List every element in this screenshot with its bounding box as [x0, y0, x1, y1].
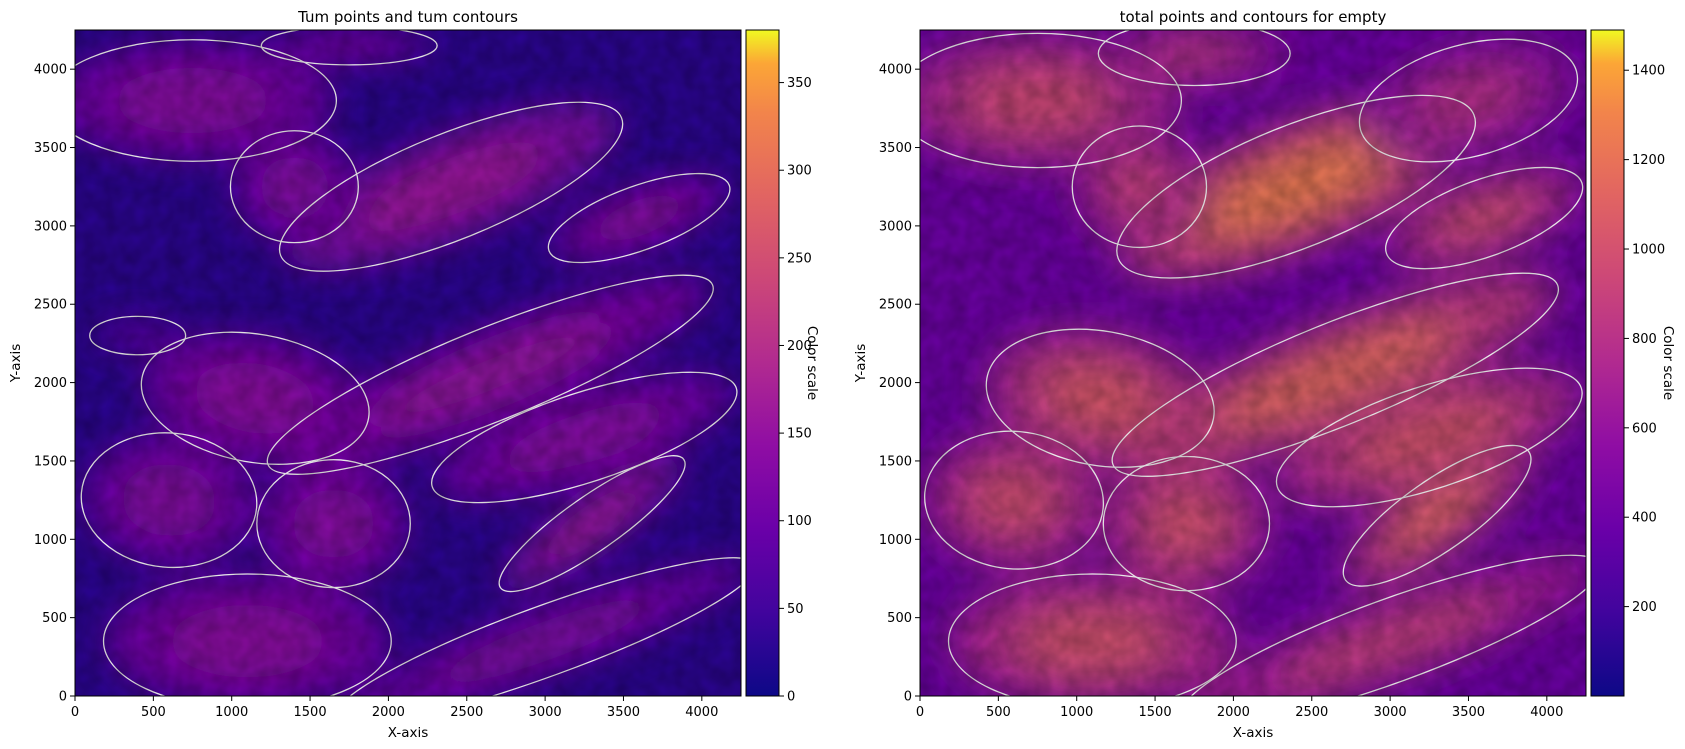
y-tick-label: 1500	[34, 454, 67, 469]
colorbar-tick-label: 250	[787, 251, 812, 266]
colorbar-tick-label: 1200	[1632, 153, 1665, 168]
x-tick-label: 3500	[1452, 705, 1485, 720]
y-tick-label: 0	[59, 690, 67, 705]
left-plot-frame	[74, 29, 742, 697]
right-plot-frame	[919, 29, 1587, 697]
x-tick-label: 1000	[1060, 705, 1093, 720]
right-y-ticks: 0 500 1000 1500 2000 2500 3000 3500 4000	[879, 63, 920, 705]
x-tick-label: 2000	[1217, 705, 1250, 720]
x-tick-label: 0	[71, 705, 79, 720]
x-tick-label: 500	[986, 705, 1011, 720]
left-y-ticks: 0 500 1000 1500 2000 2500 3000 3500 4000	[34, 63, 75, 705]
y-tick-label: 1500	[879, 454, 912, 469]
y-tick-label: 500	[887, 611, 912, 626]
colorbar-tick-label: 0	[787, 690, 795, 705]
y-tick-label: 4000	[34, 63, 67, 78]
y-tick-label: 500	[42, 611, 67, 626]
y-tick-label: 2500	[879, 298, 912, 313]
x-tick-label: 2500	[450, 705, 483, 720]
y-tick-label: 2000	[34, 376, 67, 391]
left-colorbar	[745, 29, 780, 697]
y-tick-label: 4000	[879, 63, 912, 78]
x-tick-label: 3000	[1374, 705, 1407, 720]
y-tick-label: 2500	[34, 298, 67, 313]
y-tick-label: 3500	[34, 141, 67, 156]
y-tick-label: 3000	[879, 219, 912, 234]
left-colorbar-ticks: 0 50 100 150 200 250 300 350	[779, 76, 812, 705]
left-y-axis-label: Y-axis	[8, 344, 24, 384]
left-colorbar-label: Color scale	[804, 326, 820, 400]
right-x-axis-label: X-axis	[1233, 725, 1274, 741]
y-tick-label: 2000	[879, 376, 912, 391]
y-tick-label: 1000	[879, 533, 912, 548]
right-x-ticks: 0 500 1000 1500 2000 2500 3000 3500 4000	[916, 696, 1563, 720]
x-tick-label: 1000	[215, 705, 248, 720]
x-tick-label: 3500	[607, 705, 640, 720]
right-colorbar	[1590, 29, 1625, 697]
x-tick-label: 500	[141, 705, 166, 720]
left-x-axis-label: X-axis	[388, 725, 429, 741]
right-colorbar-label: Color scale	[1660, 326, 1676, 400]
y-tick-label: 3500	[879, 141, 912, 156]
x-tick-label: 1500	[294, 705, 327, 720]
left-heatmap-texture	[75, 30, 741, 696]
y-tick-label: 1000	[34, 533, 67, 548]
colorbar-tick-label: 200	[787, 339, 812, 354]
right-y-axis-label: Y-axis	[853, 344, 869, 384]
colorbar-tick-label: 50	[787, 602, 804, 617]
left-heatmap-panel: Tum points and tum contours 0 500 1000 1500…	[8, 8, 820, 741]
y-tick-label: 3000	[34, 219, 67, 234]
colorbar-tick-label: 350	[787, 76, 812, 91]
x-tick-label: 2000	[372, 705, 405, 720]
x-tick-label: 2500	[1295, 705, 1328, 720]
colorbar-tick-label: 1400	[1632, 64, 1665, 79]
colorbar-tick-label: 400	[1632, 511, 1657, 526]
right-chart-title: total points and contours for empty	[1120, 8, 1387, 26]
colorbar-tick-label: 800	[1632, 332, 1657, 347]
left-x-ticks: 0 500 1000 1500 2000 2500 3000 3500 4000	[71, 696, 718, 720]
x-tick-label: 1500	[1139, 705, 1172, 720]
colorbar-tick-label: 200	[1632, 600, 1657, 615]
y-tick-label: 0	[904, 690, 912, 705]
colorbar-tick-label: 100	[787, 514, 812, 529]
x-tick-label: 4000	[1530, 705, 1563, 720]
right-heatmap-panel: total points and contours for empty 0 500…	[853, 8, 1676, 741]
right-heatmap-texture	[920, 30, 1586, 696]
colorbar-tick-label: 300	[787, 164, 812, 179]
x-tick-label: 3000	[529, 705, 562, 720]
colorbar-tick-label: 150	[787, 427, 812, 442]
left-chart-title: Tum points and tum contours	[297, 8, 518, 26]
x-tick-label: 4000	[685, 705, 718, 720]
colorbar-tick-label: 1000	[1632, 243, 1665, 258]
x-tick-label: 0	[916, 705, 924, 720]
colorbar-tick-label: 600	[1632, 421, 1657, 436]
right-colorbar-ticks: 200 400 600 800 1000 1200 1400	[1624, 64, 1665, 615]
